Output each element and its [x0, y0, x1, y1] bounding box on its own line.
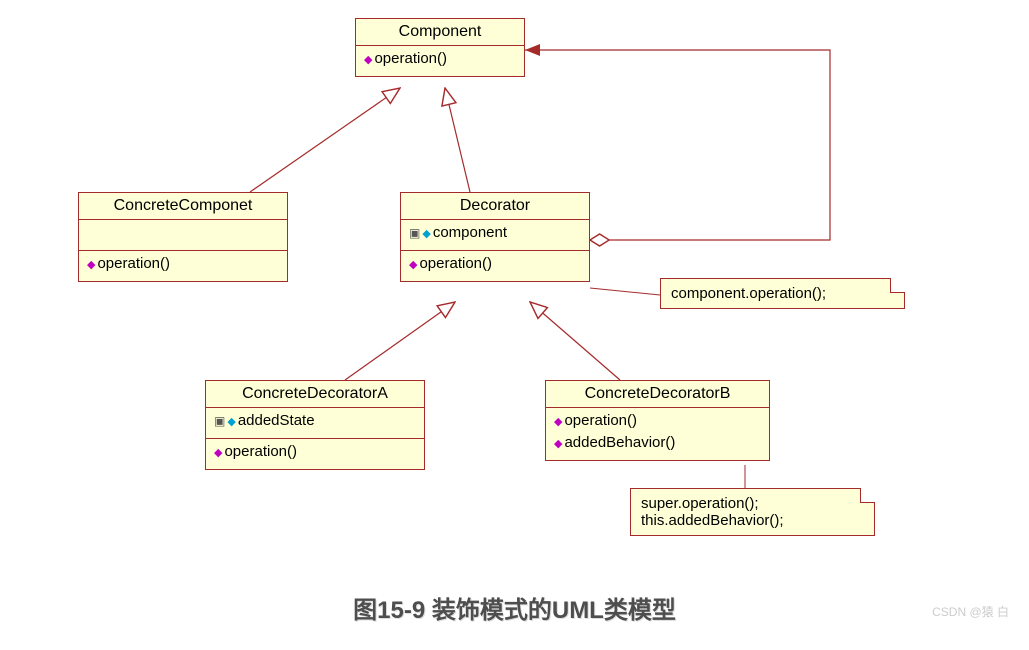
class-title: ConcreteDecoratorA — [206, 381, 424, 408]
method-label: operation() — [564, 412, 637, 429]
method-row: operation() — [546, 408, 769, 434]
class-concrete-component: ConcreteComponet operation() — [78, 192, 288, 282]
method-icon — [554, 412, 564, 429]
attr-label: addedState — [238, 412, 315, 429]
method-icon — [409, 255, 419, 272]
method-label: operation() — [97, 255, 170, 272]
note-fold-icon — [860, 488, 875, 503]
attr-row: addedState — [206, 408, 424, 439]
figure-caption: 图15-9 装饰模式的UML类模型 — [0, 590, 1029, 625]
method-label: operation() — [419, 255, 492, 272]
method-label: operation() — [224, 443, 297, 460]
empty-section — [79, 220, 287, 251]
method-icon — [364, 50, 374, 67]
method-row: operation() — [356, 46, 524, 76]
class-title: Decorator — [401, 193, 589, 220]
class-concrete-decorator-a: ConcreteDecoratorA addedState operation(… — [205, 380, 425, 470]
class-title: Component — [356, 19, 524, 46]
method-label: operation() — [374, 50, 447, 67]
note-fold-icon — [890, 278, 905, 293]
uml-connectors — [0, 0, 1029, 650]
attr-icon — [214, 412, 227, 429]
note-text: component.operation(); — [671, 285, 826, 302]
attr-icon2 — [422, 224, 432, 241]
method-row: addedBehavior() — [546, 434, 769, 460]
method-row: operation() — [79, 251, 287, 281]
note-text: this.addedBehavior(); — [641, 512, 784, 529]
class-component: Component operation() — [355, 18, 525, 77]
watermark: CSDN @猿 白 — [932, 603, 1009, 620]
attr-icon2 — [227, 412, 237, 429]
class-title: ConcreteComponet — [79, 193, 287, 220]
attr-label: component — [433, 224, 507, 241]
method-icon — [214, 443, 224, 460]
method-row: operation() — [206, 439, 424, 469]
class-decorator: Decorator component operation() — [400, 192, 590, 282]
method-row: operation() — [401, 251, 589, 281]
note-text: super.operation(); — [641, 495, 759, 512]
caption-text: 图15-9 装饰模式的UML类模型 — [353, 597, 676, 624]
class-concrete-decorator-b: ConcreteDecoratorB operation() addedBeha… — [545, 380, 770, 461]
note-super-operation: super.operation(); this.addedBehavior(); — [630, 488, 875, 536]
method-icon — [554, 434, 564, 451]
attr-icon — [409, 224, 422, 241]
method-icon — [87, 255, 97, 272]
attr-row: component — [401, 220, 589, 251]
class-title: ConcreteDecoratorB — [546, 381, 769, 408]
method-label: addedBehavior() — [564, 434, 675, 451]
note-component-operation: component.operation(); — [660, 278, 905, 309]
